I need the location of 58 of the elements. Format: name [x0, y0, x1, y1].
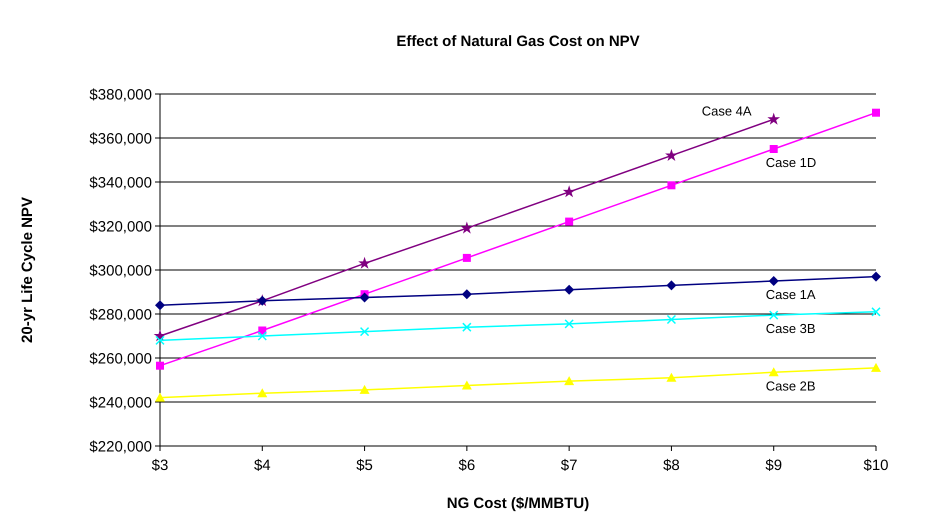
point [257, 388, 268, 398]
x-tick-label: $3 [152, 457, 168, 474]
point [666, 280, 676, 290]
point [665, 148, 678, 161]
point [871, 362, 881, 372]
y-tick-label: $240,000 [89, 394, 152, 412]
point [462, 322, 472, 332]
series-label: Case 1A [766, 287, 816, 302]
point [360, 292, 370, 302]
series-label: Case 3B [766, 321, 816, 336]
series-label: Case 2B [766, 378, 816, 394]
series-label: Case 1D [766, 155, 816, 170]
point [564, 319, 574, 329]
point [872, 108, 880, 117]
point [462, 254, 471, 262]
point [564, 376, 574, 386]
y-axis-title: 20-yr Life Cycle NPV [19, 197, 36, 343]
point [462, 380, 472, 390]
point [360, 384, 370, 394]
point [666, 314, 676, 324]
point [565, 218, 574, 226]
point [460, 222, 474, 234]
x-tick-label: $9 [765, 457, 782, 474]
x-axis-title: NG Cost ($/MMBTU) [446, 495, 590, 512]
chart-title: Effect of Natural Gas Cost on NPV [396, 33, 640, 50]
point [258, 331, 268, 341]
y-tick-label: $260,000 [89, 350, 152, 368]
y-tick-label: $280,000 [89, 306, 152, 324]
x-tick-label: $10 [863, 457, 889, 474]
point [562, 185, 576, 198]
point [767, 112, 780, 125]
point [462, 289, 472, 300]
x-tick-label: $5 [356, 457, 373, 474]
x-tick-label: $6 [458, 457, 476, 474]
point [667, 181, 676, 190]
point [770, 145, 778, 153]
point [564, 284, 574, 295]
point [871, 307, 881, 317]
series-label: Case 4A [702, 103, 752, 118]
point [155, 336, 165, 346]
x-tick-label: $7 [560, 457, 578, 474]
y-tick-label: $320,000 [89, 218, 152, 236]
x-tick-label: $8 [663, 457, 680, 474]
point [768, 367, 779, 376]
point [666, 372, 676, 382]
y-tick-label: $360,000 [89, 130, 152, 148]
point [155, 300, 165, 310]
y-tick-label: $340,000 [89, 174, 152, 192]
point [156, 362, 164, 370]
y-tick-label: $220,000 [89, 438, 152, 456]
y-tick-label: $300,000 [89, 262, 152, 280]
point [871, 272, 881, 282]
x-tick-label: $4 [254, 457, 271, 474]
point [360, 326, 370, 336]
point [358, 256, 371, 269]
point [768, 276, 779, 286]
y-tick-label: $380,000 [89, 86, 152, 104]
point [768, 310, 778, 320]
